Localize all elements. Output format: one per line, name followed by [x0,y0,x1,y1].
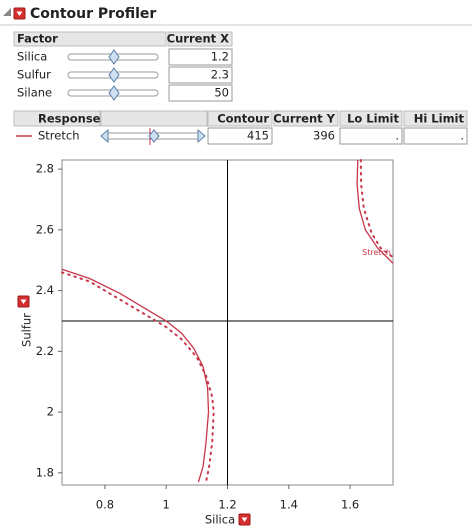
response-header [207,110,273,127]
x-tick-label: 1.6 [341,498,359,512]
input-box[interactable] [168,66,233,84]
y-axis-label: Sulfur [20,313,34,347]
input-box[interactable] [168,48,233,66]
x-tick-label: 1.4 [280,498,298,512]
slider-hi[interactable] [197,128,206,144]
y-tick-label: 2 [47,405,54,419]
slider-lo[interactable] [100,128,109,144]
contour-line [61,159,394,483]
menu-arrow [241,517,248,522]
response-header [100,110,208,127]
y-tick-label: 2.4 [36,283,54,297]
column-header: Hi Limit [414,112,465,126]
slider-thumb[interactable] [108,85,120,101]
input-box[interactable] [403,127,468,145]
slider-thumb[interactable] [108,49,120,65]
factor-name: Sulfur [17,68,51,82]
x-tick-label: 0.8 [96,498,114,512]
panel-title: Contour Profiler [30,6,156,22]
lo-limit: . [395,129,399,143]
column-header: Factor [17,32,58,46]
x-tick-label: 1 [163,498,170,512]
slider-thumb[interactable] [108,67,120,83]
y-tick-label: 1.8 [36,465,54,479]
response-header [273,110,339,127]
response-header [13,110,101,127]
menu-arrow [16,11,23,16]
response-header [403,110,468,127]
response-name: Stretch [38,129,79,143]
menu-arrow [20,299,27,304]
factor-name: Silica [17,50,47,64]
input-box[interactable] [339,127,403,145]
y-tick-label: 2.8 [36,162,54,176]
input-box[interactable] [168,84,233,102]
contour-value: 415 [247,129,269,143]
input-box[interactable] [207,127,273,145]
column-header: Current Y [273,112,335,126]
current-x: 50 [214,86,229,100]
column-header: Response [38,112,101,126]
column-header: Current X [167,32,229,46]
current-x: 2.3 [211,68,229,82]
collapse-toggle[interactable] [3,8,11,16]
slider-thumb[interactable] [148,129,160,143]
response-header [339,110,403,127]
factor-header [13,31,167,47]
factor-header [167,31,233,47]
column-header: Contour [217,112,269,126]
contour-label: Stretch [362,248,391,257]
y-tick-label: 2.2 [36,344,54,358]
current-x: 1.2 [211,50,229,64]
x-axis-label: Silica [205,513,235,527]
x-tick-label: 1.2 [218,498,236,512]
current-y: 396 [313,129,335,143]
hi-limit: . [460,129,464,143]
column-header: Lo Limit [347,112,399,126]
contour-line [61,159,394,483]
y-tick-label: 2.6 [36,222,54,236]
factor-name: Silane [17,86,52,100]
